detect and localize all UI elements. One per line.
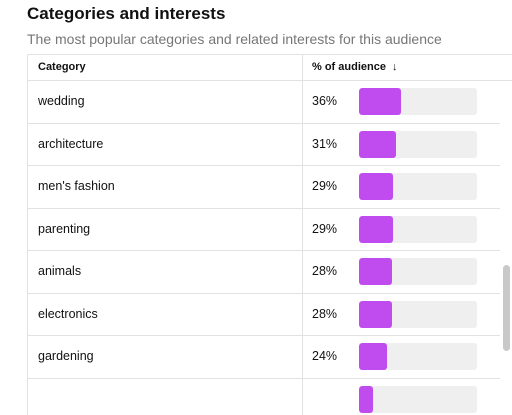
percent-bar-fill	[359, 215, 394, 243]
category-label: men's fashion	[38, 179, 115, 193]
table-scrollbar[interactable]	[500, 81, 512, 415]
table-row: animals 28%	[28, 251, 501, 294]
percent-bar-fill	[359, 173, 394, 200]
category-label: animals	[38, 264, 82, 278]
percent-bar-fill	[359, 385, 374, 413]
category-label: electronics	[38, 306, 98, 321]
table-row: wedding 36%	[28, 81, 501, 124]
category-label: architecture	[38, 136, 104, 151]
percent-column-header-label: % of audience	[312, 61, 386, 73]
category-label: wedding	[38, 94, 85, 108]
table-body: wedding 36% architecture 31% men's fashi…	[28, 81, 501, 415]
category-label: gardening	[38, 349, 94, 363]
table-row: architecture 31%	[28, 124, 501, 166]
percent-label: 31%	[312, 136, 338, 151]
percent-label: 29%	[312, 179, 338, 193]
percent-bar-fill	[359, 88, 402, 115]
percent-bar-fill	[359, 130, 396, 158]
category-label: parenting	[38, 221, 91, 236]
percent-bar-fill	[359, 300, 393, 328]
percent-bar-track	[359, 88, 477, 115]
percent-label: 28%	[312, 264, 338, 278]
section-subtitle: The most popular categories and related …	[27, 31, 442, 47]
table-row: men's fashion 29%	[28, 166, 501, 209]
percent-label: 28%	[312, 306, 338, 321]
percent-bar-fill	[359, 258, 393, 285]
category-column-header: Category	[38, 61, 86, 73]
table-row: parenting 29%	[28, 209, 501, 251]
table-row: electronics 28%	[28, 294, 501, 336]
column-divider	[302, 55, 303, 415]
scrollbar-thumb[interactable]	[503, 265, 510, 351]
percent-bar-fill	[359, 343, 388, 370]
percent-bar-track	[359, 173, 477, 200]
arrow-down-icon: ↓	[391, 61, 398, 73]
percent-bar-track	[359, 300, 477, 328]
percent-column-header[interactable]: % of audience ↓	[312, 61, 397, 73]
percent-label: 24%	[312, 349, 338, 363]
categories-table: Category % of audience ↓ wedding 36% arch…	[27, 54, 512, 415]
table-header: Category % of audience ↓	[28, 55, 512, 81]
percent-bar-track	[359, 130, 477, 158]
percent-label: 29%	[312, 221, 338, 236]
percent-bar-track	[359, 258, 477, 285]
table-row: gardening 24%	[28, 336, 501, 379]
percent-bar-track	[359, 215, 477, 243]
percent-bar-track	[359, 343, 477, 370]
table-row	[28, 379, 501, 415]
percent-bar-track	[359, 385, 477, 413]
percent-label: 36%	[312, 94, 338, 108]
section-title: Categories and interests	[27, 4, 226, 23]
